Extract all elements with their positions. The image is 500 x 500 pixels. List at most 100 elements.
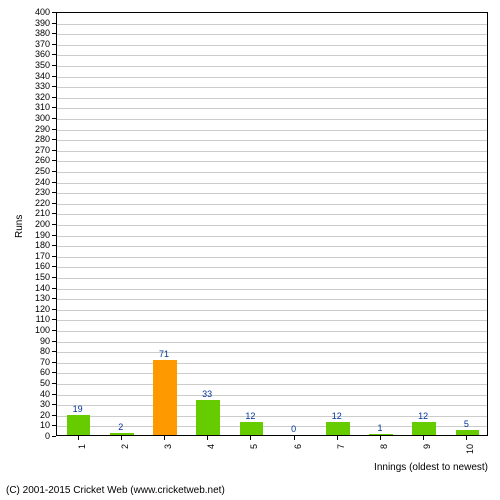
y-tick-label: 20: [22, 411, 50, 420]
y-tick-label: 370: [22, 40, 50, 49]
y-tick-mark: [52, 298, 56, 299]
plot-area: [56, 12, 488, 436]
grid-line: [57, 140, 487, 141]
copyright-footer: (C) 2001-2015 Cricket Web (www.cricketwe…: [6, 485, 225, 496]
bar-value-label: 12: [245, 411, 255, 421]
x-tick-label: 5: [250, 444, 259, 464]
x-tick-mark: [78, 436, 79, 440]
grid-line: [57, 77, 487, 78]
y-tick-mark: [52, 23, 56, 24]
y-tick-label: 270: [22, 146, 50, 155]
y-tick-label: 100: [22, 326, 50, 335]
y-tick-mark: [52, 319, 56, 320]
grid-line: [57, 45, 487, 46]
y-tick-label: 110: [22, 315, 50, 324]
bar-value-label: 5: [464, 419, 469, 429]
y-tick-label: 390: [22, 19, 50, 28]
y-tick-label: 330: [22, 82, 50, 91]
y-tick-mark: [52, 76, 56, 77]
bar-value-label: 0: [291, 424, 296, 434]
y-tick-mark: [52, 12, 56, 13]
y-tick-label: 310: [22, 103, 50, 112]
bar: [153, 360, 177, 435]
x-tick-mark: [250, 436, 251, 440]
y-tick-mark: [52, 309, 56, 310]
x-tick-label: 7: [337, 444, 346, 464]
x-tick-mark: [423, 436, 424, 440]
y-tick-mark: [52, 54, 56, 55]
y-tick-label: 250: [22, 167, 50, 176]
grid-line: [57, 278, 487, 279]
grid-line: [57, 363, 487, 364]
bar: [240, 422, 264, 435]
y-tick-label: 60: [22, 368, 50, 377]
y-tick-label: 150: [22, 273, 50, 282]
grid-line: [57, 310, 487, 311]
x-tick-mark: [164, 436, 165, 440]
grid-line: [57, 246, 487, 247]
grid-line: [57, 225, 487, 226]
y-tick-label: 10: [22, 421, 50, 430]
grid-line: [57, 130, 487, 131]
bar-value-label: 2: [118, 422, 123, 432]
grid-line: [57, 257, 487, 258]
y-tick-mark: [52, 203, 56, 204]
y-tick-mark: [52, 118, 56, 119]
y-tick-mark: [52, 224, 56, 225]
x-tick-mark: [207, 436, 208, 440]
runs-bar-chart: Runs Innings (oldest to newest) (C) 2001…: [0, 0, 500, 500]
y-tick-mark: [52, 394, 56, 395]
y-tick-mark: [52, 235, 56, 236]
y-tick-mark: [52, 44, 56, 45]
y-tick-label: 180: [22, 241, 50, 250]
bar: [412, 422, 436, 435]
grid-line: [57, 342, 487, 343]
y-tick-mark: [52, 351, 56, 352]
y-tick-mark: [52, 86, 56, 87]
bar: [369, 434, 393, 435]
y-tick-mark: [52, 213, 56, 214]
y-tick-label: 220: [22, 199, 50, 208]
x-tick-mark: [121, 436, 122, 440]
x-tick-mark: [294, 436, 295, 440]
y-tick-label: 170: [22, 252, 50, 261]
y-tick-mark: [52, 436, 56, 437]
grid-line: [57, 395, 487, 396]
y-tick-label: 260: [22, 156, 50, 165]
y-tick-mark: [52, 139, 56, 140]
x-tick-mark: [380, 436, 381, 440]
y-tick-label: 200: [22, 220, 50, 229]
x-tick-label: 3: [164, 444, 173, 464]
bar: [326, 422, 350, 435]
y-tick-mark: [52, 65, 56, 66]
y-tick-label: 120: [22, 305, 50, 314]
y-tick-label: 300: [22, 114, 50, 123]
bar-value-label: 12: [332, 411, 342, 421]
grid-line: [57, 214, 487, 215]
x-tick-label: 9: [423, 444, 432, 464]
y-tick-mark: [52, 182, 56, 183]
y-tick-mark: [52, 277, 56, 278]
y-tick-label: 130: [22, 294, 50, 303]
grid-line: [57, 172, 487, 173]
y-tick-mark: [52, 372, 56, 373]
y-tick-mark: [52, 129, 56, 130]
y-tick-mark: [52, 160, 56, 161]
y-tick-mark: [52, 425, 56, 426]
x-tick-label: 6: [294, 444, 303, 464]
grid-line: [57, 405, 487, 406]
y-tick-label: 210: [22, 209, 50, 218]
grid-line: [57, 299, 487, 300]
bar: [110, 433, 134, 435]
y-tick-mark: [52, 330, 56, 331]
grid-line: [57, 384, 487, 385]
y-tick-mark: [52, 404, 56, 405]
grid-line: [57, 331, 487, 332]
grid-line: [57, 352, 487, 353]
grid-line: [57, 204, 487, 205]
y-tick-label: 380: [22, 29, 50, 38]
y-tick-label: 280: [22, 135, 50, 144]
y-tick-label: 90: [22, 337, 50, 346]
y-tick-label: 50: [22, 379, 50, 388]
grid-line: [57, 119, 487, 120]
